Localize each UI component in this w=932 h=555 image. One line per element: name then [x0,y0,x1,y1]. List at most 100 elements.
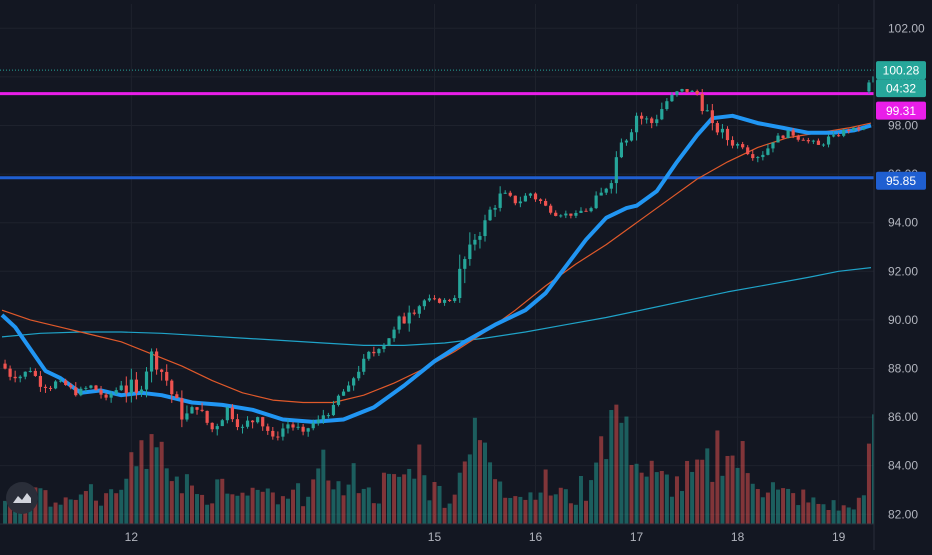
volume-bar [553,494,558,524]
candle-body [205,410,209,423]
y-tick-label: 82.00 [888,507,918,521]
candle-body [341,391,346,396]
logo-icon[interactable] [6,482,38,514]
volume-bar [705,448,710,524]
candle-body [695,90,699,94]
candle-body [134,379,139,393]
volume-bar [159,441,164,524]
volume-bar [43,490,48,524]
candle-body [831,135,836,137]
volume-bar [584,500,589,524]
candle-body [286,424,290,429]
candle-body [498,193,502,208]
candle-body [124,385,128,394]
volume-bar [189,485,194,524]
candle-body [685,89,689,92]
candle-body [448,299,452,301]
ma-fast-line [0,113,872,424]
volume-bar [230,494,235,524]
volume-bar [781,488,786,524]
y-tick-label: 94.00 [888,216,918,230]
candle-body [599,192,603,196]
volume-bar [235,495,240,524]
volume-bar [255,489,260,524]
candle-body [271,430,275,437]
volume-bar [533,499,538,524]
volume-bar [457,472,462,524]
volume-bar [99,505,104,524]
volume-bar [397,476,402,524]
candle-body [235,419,240,428]
candle-body [468,244,472,260]
candle-body [867,82,871,92]
candle-body [746,147,750,155]
volume-bar [316,468,321,524]
x-tick-label: 19 [832,530,846,544]
candle-body [89,385,93,388]
volume-bar [518,496,523,524]
candle-body [852,127,856,131]
volume-bar [462,461,467,524]
volume-bar [124,478,129,524]
candle-body [372,351,376,354]
volume-bar [710,481,715,524]
candle-body [382,345,386,350]
y-tick-label: 90.00 [888,313,918,327]
volume-bar [407,468,412,524]
volume-bar [427,500,432,524]
volume-bar [432,482,437,524]
volume-bar [387,473,392,524]
candle-body [104,394,108,398]
volume-bar [169,481,174,524]
candle-body [816,140,821,145]
candle-body [69,384,73,388]
candle-body [483,220,487,237]
volume-bar [220,478,225,524]
volume-bar [685,460,690,524]
candle-body [402,316,406,324]
volume-bar [346,484,351,524]
candle-body [594,195,598,209]
candle-body [549,205,553,213]
candle-body [796,135,800,140]
volume-bar [836,510,841,524]
y-tick-label: 84.00 [888,459,918,473]
candle-body [144,371,149,390]
volume-bar [659,470,664,524]
candle-body [715,123,719,133]
level-price-label: 95.85 [886,174,916,188]
candle-body [160,369,164,372]
y-tick-label: 92.00 [888,264,918,278]
candle-body [422,300,426,307]
candle-body [311,423,315,429]
volume-bar [700,459,705,524]
volume-bar [816,503,821,524]
volume-bar [149,434,154,524]
volume-bar [523,499,528,524]
volume-bar [624,416,629,524]
candle-body [579,210,583,213]
horizontal-levels[interactable] [0,69,874,180]
level-price-label: 99.31 [886,104,916,118]
candle-body [528,193,533,196]
volume-bar [735,467,740,524]
volume-bar [240,492,245,524]
volume-bar [93,500,98,524]
candle-body [720,128,725,133]
candle-body [432,298,437,300]
volume-bar [104,493,109,524]
candle-body [74,387,78,396]
volume-bar [513,496,518,524]
volume-bar [755,489,760,524]
current-price-label-bg [876,61,926,80]
candle-body [564,213,568,216]
candle-body [533,193,538,200]
volume-bar [482,442,487,524]
volume-bar [609,410,614,524]
volume-bar [599,436,604,524]
volume-bar [644,476,649,524]
candle-body [266,426,270,431]
volume-bar [402,474,407,524]
